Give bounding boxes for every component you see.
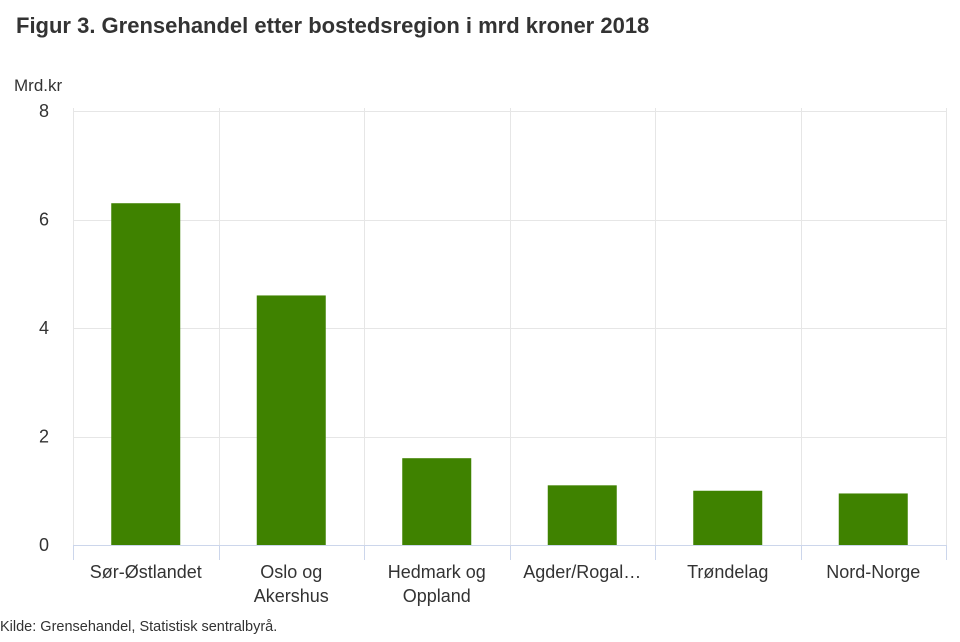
x-tick-label: Agder/Rogal… — [523, 562, 641, 582]
y-tick-label: 6 — [39, 210, 49, 230]
x-tick-label: Hedmark og Oppland — [388, 562, 486, 606]
y-tick-label: 0 — [39, 535, 49, 555]
bar — [838, 493, 908, 545]
y-axis-label: Mrd.kr — [14, 76, 63, 95]
x-tick-label: Trøndelag — [687, 562, 768, 582]
bar — [402, 458, 472, 545]
x-tick-label: Nord-Norge — [826, 562, 920, 582]
y-tick-label: 8 — [39, 101, 49, 121]
bar — [256, 295, 326, 545]
bar — [547, 485, 617, 545]
bar — [111, 203, 181, 545]
x-tick-label: Oslo og Akershus — [254, 562, 329, 606]
y-tick-label: 2 — [39, 427, 49, 447]
y-tick-label: 4 — [39, 318, 49, 338]
chart-title: Figur 3. Grensehandel etter bostedsregio… — [16, 13, 650, 38]
source-note: Kilde: Grensehandel, Statistisk sentralb… — [0, 619, 278, 635]
bar — [693, 490, 763, 545]
x-tick-label: Sør-Østlandet — [90, 562, 202, 582]
